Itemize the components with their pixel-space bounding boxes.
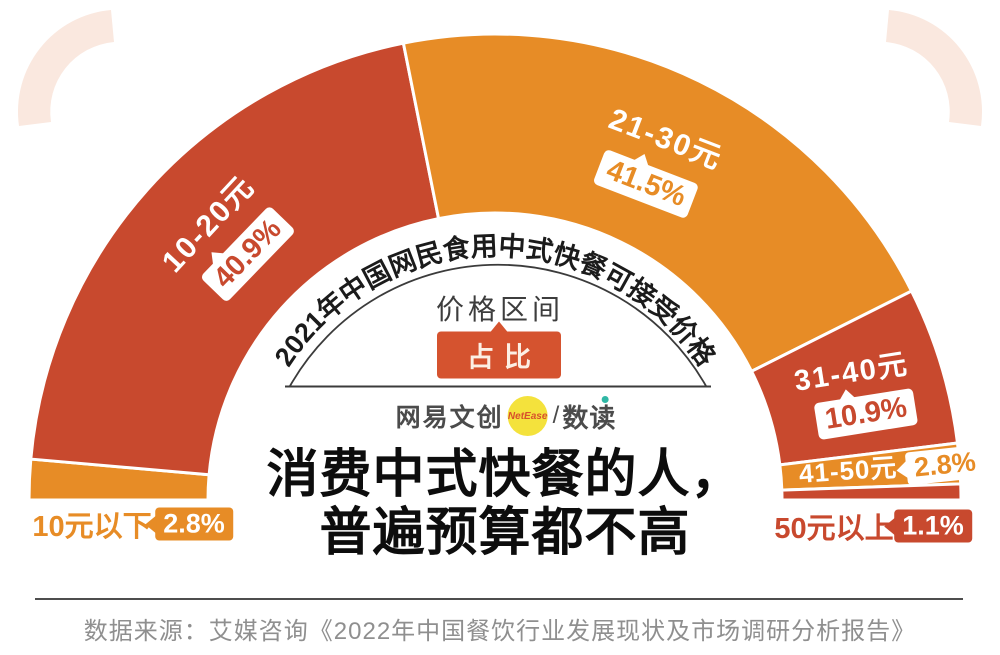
- decor-arc-top-right: [886, 10, 983, 126]
- brand-wordmark: 网易文创: [395, 404, 504, 432]
- logo-dot-icon: [601, 395, 609, 403]
- donut-segment-5: [780, 482, 963, 502]
- headline-line-1: 消费中式快餐的人，: [266, 446, 744, 504]
- netease-logo-icon: NetEase: [507, 396, 548, 436]
- center-label-price-range: 价格区间: [435, 294, 565, 325]
- segment-value-over-50: 1.1%: [894, 509, 972, 543]
- segment-value-under-10: 2.8%: [155, 507, 233, 541]
- netease-logo-text: NetEase: [507, 410, 548, 422]
- footer-divider: [35, 598, 963, 600]
- headline-line-2: 普遍预算都不高: [319, 504, 691, 562]
- center-badge-share: 占比: [437, 331, 561, 379]
- data-source: 数据来源：艾媒咨询《2022年中国餐饮行业发展现状及市场调研分析报告》: [83, 618, 917, 645]
- decor-arc-top-left: [17, 10, 114, 126]
- segment-label-over-50: 50元以上: [774, 513, 894, 545]
- logo-separator: /: [552, 402, 560, 429]
- brand-logo: 网易文创 NetEase / 数读: [395, 395, 617, 436]
- product-wordmark: 数读: [562, 395, 617, 435]
- headline: 消费中式快餐的人， 普遍预算都不高: [5, 446, 1000, 562]
- product-wordmark-text: 数读: [562, 402, 617, 433]
- segment-label-under-10: 10元以下: [32, 511, 152, 543]
- inner-semicircle-outline: [289, 263, 707, 387]
